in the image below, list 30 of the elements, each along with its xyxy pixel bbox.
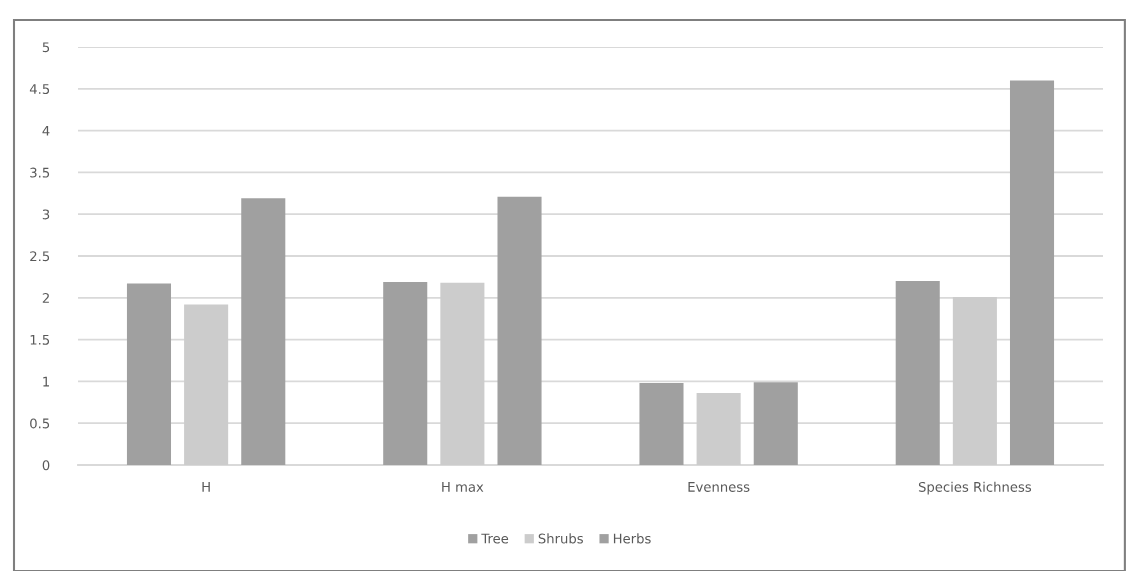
legend-label: Tree: [481, 533, 509, 544]
x-tick-label: H: [202, 482, 210, 492]
y-tick-label: 2.5: [30, 251, 50, 262]
y-tick-label: 1: [43, 376, 49, 387]
y-tick-label: 3: [42, 209, 50, 220]
bar: [1009, 80, 1055, 465]
bar: [497, 196, 542, 465]
bar: [184, 304, 229, 465]
bar: [753, 382, 798, 465]
bar: [895, 281, 940, 465]
y-tick-label: 4.5: [29, 84, 50, 94]
y-tick-label: 2: [42, 293, 49, 303]
legend-label: Shrubs: [538, 533, 583, 544]
y-tick-label: 0.5: [30, 418, 50, 429]
y-tick-label: 1.5: [30, 334, 50, 345]
bar: [383, 281, 428, 465]
x-tick-label: Evenness: [688, 482, 750, 492]
legend-label: Herbs: [613, 533, 651, 544]
x-tick-label: Species Richness: [918, 481, 1032, 495]
y-tick-label: 3.5: [30, 167, 50, 178]
bar: [440, 282, 485, 465]
bar: [952, 296, 997, 465]
bar: [696, 393, 741, 465]
y-tick-label: 5: [42, 42, 50, 53]
bar: [126, 283, 172, 465]
y-tick-label: 4: [42, 125, 50, 136]
x-tick-label: H max: [442, 482, 484, 492]
bar: [639, 383, 684, 465]
y-tick-label: 0: [42, 460, 50, 471]
bar: [241, 198, 286, 465]
